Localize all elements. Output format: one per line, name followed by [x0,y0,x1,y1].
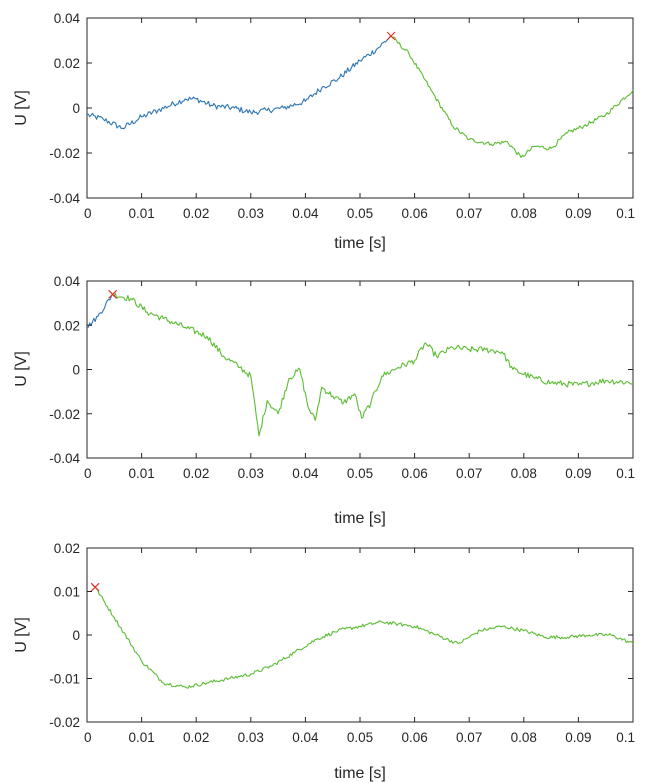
y-tick-label: 0 [72,101,80,116]
x-tick-label: 0.06 [401,206,427,221]
x-tick-label: 0.07 [456,730,482,745]
series-1-1 [86,35,392,130]
x-tick-label: 0.1 [616,730,635,745]
y-tick-label: 0.02 [54,56,80,71]
x-tick-label: 0.08 [511,206,537,221]
y-tick-label: -0.04 [49,191,80,206]
x-tick-label: 0.1 [616,466,635,481]
x-tick-label: 0 [84,466,92,481]
x-tick-label: 0.01 [128,206,154,221]
x-tick-label: 0.04 [292,466,319,481]
plot-area-2 [86,280,634,459]
x-tick-label: 0.02 [183,206,209,221]
x-tick-label: 0.03 [238,466,264,481]
x-tick-label: 0.05 [347,466,373,481]
x-tick-label: 0.03 [238,730,264,745]
x-tick-label: 0.04 [292,206,319,221]
y-tick-label: -0.04 [49,451,80,466]
x-tick-label: 0.08 [511,730,537,745]
x-tick-label: 0.02 [183,730,209,745]
series-layer-1 [86,31,634,159]
y-tick-label: -0.02 [49,715,80,730]
plot-area-3 [86,547,634,723]
x-tick-label: 0.09 [565,206,591,221]
x-tick-label: 0.07 [456,206,482,221]
chart-2: -0.04 -0.02 0 0.02 0.04 0 0.01 0.02 0.03 0.04 0.0… [13,274,635,527]
y-tick-label: 0.02 [54,541,80,556]
y-ticks-1: -0.04 -0.02 0 0.02 0.04 [49,11,633,206]
marker-1 [386,31,396,41]
marker-2 [108,289,118,299]
x-tick-label: 0.06 [401,466,427,481]
series-1-2 [390,35,634,159]
x-ticks-2: 0 0.01 0.02 0.03 0.04 0.05 0.06 0.07 0.08 0.09 0.1 [84,281,635,481]
y-tick-label: 0 [72,628,80,643]
y-tick-label: 0.04 [54,11,81,26]
y-tick-label: -0.02 [49,407,80,422]
x-tick-label: 0.02 [183,466,209,481]
y-tick-label: 0.04 [54,274,81,289]
y-tick-label: 0.02 [54,318,80,333]
y-tick-label: -0.01 [49,672,80,687]
x-ticks-1: 0 0.01 0.02 0.03 0.04 0.05 0.06 0.07 0.08 0.09 0.1 [84,18,635,221]
y-tick-label: 0 [72,363,80,378]
y-tick-label: -0.02 [49,146,80,161]
x-tick-label: 0.05 [347,730,373,745]
x-tick-label: 0.04 [292,730,319,745]
y-axis-label-2: U [V] [13,351,30,387]
x-tick-label: 0.05 [347,206,373,221]
series-3-2 [94,586,634,689]
y-ticks-3: -0.02 -0.01 0 0.01 0.02 [49,541,633,730]
y-axis-label-3: U [V] [13,617,30,653]
x-tick-label: 0.09 [565,466,591,481]
x-tick-label: 0.01 [128,730,154,745]
x-tick-label: 0.01 [128,466,154,481]
x-tick-label: 0.06 [401,730,427,745]
y-axis-label-1: U [V] [13,90,30,126]
series-2-2 [112,292,634,437]
x-tick-label: 0.03 [238,206,264,221]
y-tick-label: 0.01 [54,585,80,600]
chart-3: -0.02 -0.01 0 0.01 0.02 0 0.01 0.02 0.03 0.04 0.0… [13,541,635,782]
chart-1: -0.04 -0.02 0 0.02 0.04 0 0.01 0.02 0.03 0.04 0.0… [13,11,635,252]
x-axis-label-1: time [s] [334,235,386,252]
y-ticks-2: -0.04 -0.02 0 0.02 0.04 [49,274,633,466]
plot-area-1 [86,17,634,199]
marker-3 [90,582,100,592]
x-ticks-3: 0 0.01 0.02 0.03 0.04 0.05 0.06 0.07 0.08 0.09 0.1 [84,548,635,745]
x-tick-label: 0.08 [511,466,537,481]
x-axis-label-3: time [s] [334,765,386,782]
x-axis-label-2: time [s] [334,510,386,527]
x-tick-label: 0.07 [456,466,482,481]
x-tick-label: 0.1 [616,206,635,221]
x-tick-label: 0 [84,730,92,745]
series-layer-3 [90,582,634,689]
x-tick-label: 0 [84,206,92,221]
x-tick-label: 0.09 [565,730,591,745]
